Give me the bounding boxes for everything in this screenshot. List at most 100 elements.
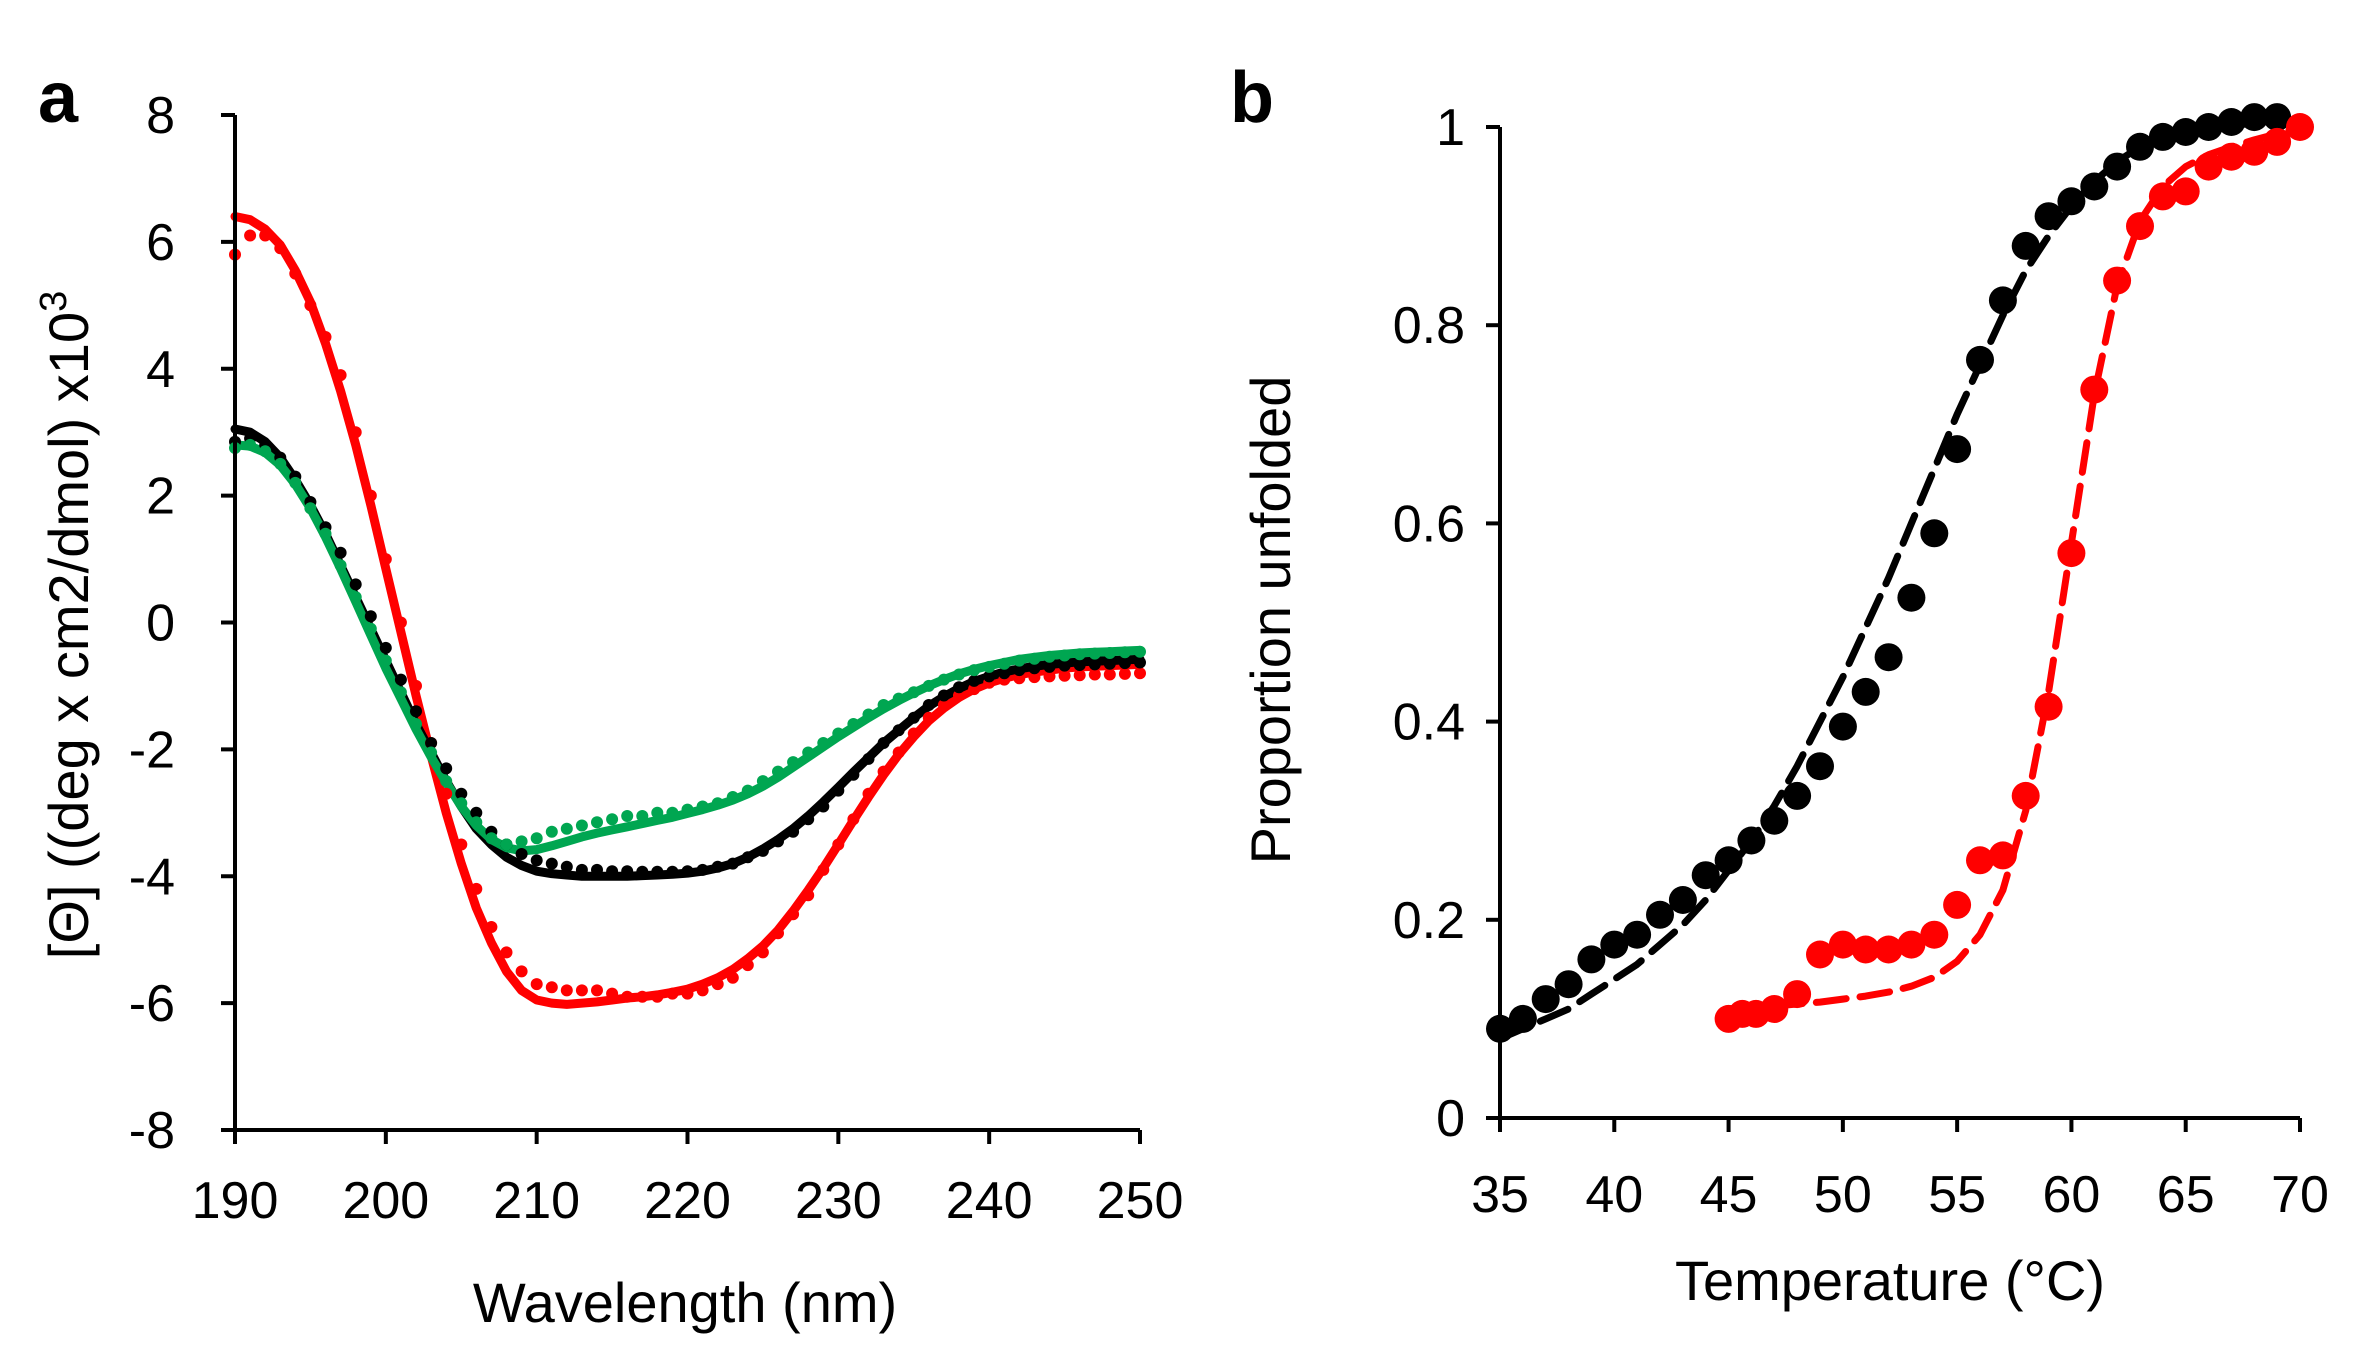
chart-a-point-black bbox=[937, 689, 950, 702]
chart-a-point-green bbox=[455, 797, 468, 810]
chart-a-point-black bbox=[1118, 657, 1131, 670]
chart-b-point-black bbox=[1714, 846, 1743, 875]
chart-a-point-black bbox=[756, 844, 769, 857]
chart-a-point-black bbox=[470, 806, 483, 819]
chart-b-x-tick-label: 70 bbox=[2271, 1166, 2329, 1224]
chart-a-y-axis-title: [Θ] ((deg x cm2/dmol) x103 bbox=[33, 291, 100, 959]
chart-a-point-red bbox=[787, 908, 800, 921]
chart-a-point-red bbox=[606, 987, 619, 1000]
chart-a-point-green bbox=[892, 692, 905, 705]
chart-a-point-black bbox=[394, 673, 407, 686]
chart-b-point-red bbox=[1966, 846, 1994, 875]
panel-label-a: a bbox=[38, 58, 79, 138]
chart-a-point-green bbox=[877, 699, 890, 711]
chart-b-fit-line-black bbox=[1496, 113, 2281, 1043]
chart-a-point-green bbox=[244, 438, 257, 451]
chart-b-point-black bbox=[1737, 826, 1766, 855]
chart-a-point-red bbox=[545, 981, 558, 994]
chart-a-point-green bbox=[983, 660, 996, 673]
chart-a-point-black bbox=[862, 752, 875, 765]
panel-label-b: b bbox=[1230, 58, 1274, 138]
chart-a-point-red bbox=[756, 946, 769, 959]
chart-a-point-green bbox=[364, 622, 377, 635]
chart-a-point-green bbox=[425, 746, 438, 759]
chart-a-y-tick-label: 0 bbox=[146, 595, 175, 653]
chart-a-point-green bbox=[515, 835, 528, 848]
chart-b-x-tick-label: 50 bbox=[1814, 1166, 1872, 1224]
chart-a-point-green bbox=[1118, 646, 1131, 659]
chart-a-point-red bbox=[1103, 668, 1116, 681]
chart-b-point-black bbox=[2126, 132, 2154, 161]
chart-b-x-tick-label: 65 bbox=[2157, 1166, 2215, 1224]
chart-a-point-green bbox=[545, 825, 558, 838]
chart-a-y-axis-title-main: [Θ] ((deg x cm2/dmol) x10 bbox=[37, 312, 100, 959]
chart-b-point-red bbox=[1988, 841, 2017, 870]
chart-b-point-red bbox=[1828, 930, 1857, 959]
chart-b-point-black bbox=[2103, 152, 2132, 181]
chart-a-point-green bbox=[334, 559, 347, 572]
chart-a-point-green bbox=[741, 784, 754, 797]
chart-a-x-tick-label: 210 bbox=[493, 1172, 580, 1230]
chart-a-point-green bbox=[379, 654, 392, 667]
chart-a-x-tick-label: 190 bbox=[192, 1172, 279, 1230]
chart-a-point-green bbox=[606, 813, 619, 826]
chart-b-point-black bbox=[1600, 930, 1629, 959]
chart-a-point-red bbox=[1058, 669, 1071, 682]
chart-a-y-tick-label: 4 bbox=[146, 341, 175, 399]
chart-a-point-red bbox=[953, 689, 965, 702]
chart-a-point-red bbox=[455, 838, 468, 851]
chart-a-point-red bbox=[591, 984, 603, 997]
chart-b-point-black bbox=[2057, 187, 2086, 216]
chart-a-point-black bbox=[379, 641, 392, 654]
chart-a-point-green bbox=[772, 765, 784, 778]
chart-a-point-green bbox=[1088, 647, 1101, 660]
chart-a-point-red bbox=[470, 882, 483, 895]
chart-b-point-black bbox=[2034, 202, 2063, 231]
chart-a-point-red bbox=[937, 699, 950, 711]
chart-a-point-black bbox=[575, 863, 588, 876]
chart-b-point-black bbox=[1806, 752, 1834, 781]
chart-a-point-red bbox=[485, 921, 498, 933]
chart-a-point-black bbox=[651, 865, 664, 878]
chart-b-point-red bbox=[1943, 890, 1972, 919]
chart-a-point-black bbox=[560, 860, 573, 873]
chart-b-point-black bbox=[1760, 806, 1789, 835]
chart-a-point-black bbox=[832, 784, 845, 797]
chart-a-point-black bbox=[349, 578, 362, 591]
chart-b-point-black bbox=[2080, 172, 2109, 201]
chart-a-point-black bbox=[621, 865, 634, 878]
chart-a-point-green bbox=[1058, 649, 1071, 662]
chart-a-point-black bbox=[1103, 657, 1116, 670]
chart-b-x-axis-title: Temperature (°C) bbox=[1675, 1249, 2105, 1312]
chart-a-point-green bbox=[998, 657, 1011, 670]
chart-a-point-green bbox=[756, 775, 769, 788]
chart-a-point-red bbox=[274, 242, 287, 255]
chart-a-point-green bbox=[1073, 648, 1086, 661]
chart-a-point-green bbox=[560, 822, 573, 835]
chart-b-point-black bbox=[1920, 519, 1949, 548]
chart-a-point-black bbox=[802, 813, 815, 826]
chart-a-point-red bbox=[1118, 667, 1131, 680]
chart-a-point-green bbox=[1103, 647, 1116, 659]
chart-b-y-tick-label: 1 bbox=[1436, 99, 1465, 157]
chart-a-point-green bbox=[530, 832, 543, 845]
chart-a-point-green bbox=[274, 457, 287, 470]
chart-a-point-red bbox=[500, 946, 513, 959]
chart-b-x-tick-label: 60 bbox=[2043, 1166, 2101, 1224]
chart-a-point-green bbox=[591, 816, 603, 829]
chart-a-point-red bbox=[772, 927, 784, 940]
chart-a-point-red bbox=[259, 229, 272, 242]
chart-a-point-green bbox=[907, 686, 920, 699]
chart-a-point-green bbox=[349, 591, 362, 604]
chart-a-point-black bbox=[1043, 660, 1056, 673]
chart-b-point-red bbox=[1874, 935, 1903, 964]
chart-b-point-red bbox=[2240, 137, 2269, 166]
chart-a-plot: 190 200 210 220 230 240 250 -8 -6 -4 -2 0 2 4 6 8 bbox=[129, 87, 1184, 1230]
chart-b-point-black bbox=[1508, 1004, 1537, 1033]
chart-b-point-black bbox=[1577, 945, 1606, 974]
chart-a-point-green bbox=[968, 664, 981, 677]
chart-a-point-red bbox=[1088, 668, 1101, 681]
chart-a-point-red bbox=[364, 489, 377, 502]
chart-a-point-red bbox=[1134, 667, 1146, 680]
chart-a-point-red bbox=[621, 990, 634, 1003]
